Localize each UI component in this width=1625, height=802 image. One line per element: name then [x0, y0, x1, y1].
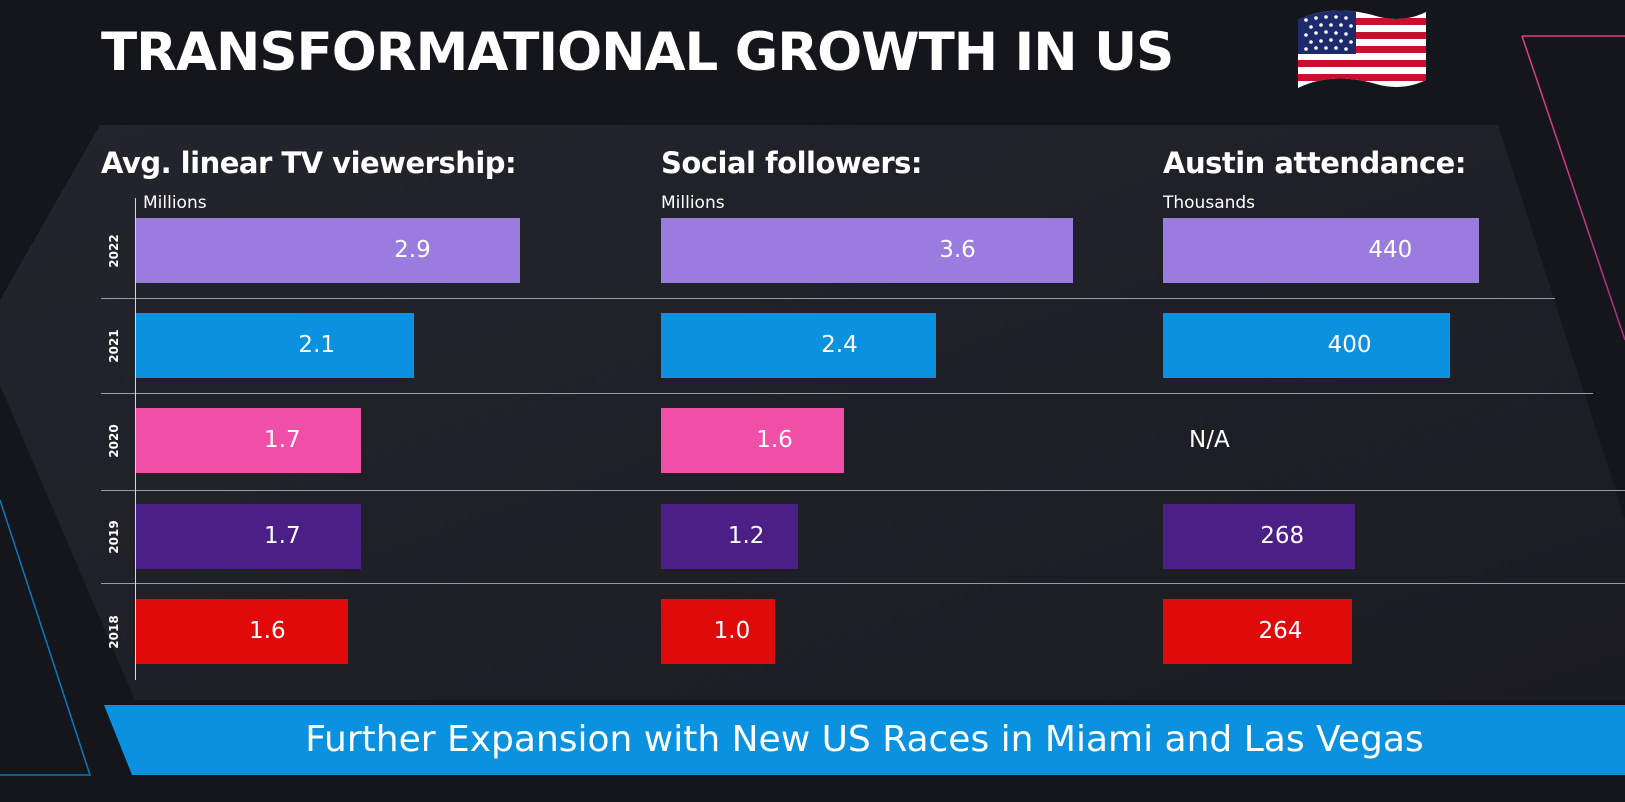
chart-title: Austin attendance: — [1163, 146, 1466, 180]
banner-background — [104, 705, 1625, 775]
bar-value-label: 3.6 — [939, 237, 976, 263]
bar-2019 — [1163, 504, 1356, 569]
bar-2019 — [661, 504, 799, 569]
year-label-text: 2020 — [107, 423, 121, 458]
chart-unit-label: Millions — [661, 193, 725, 213]
bar-value-label: 1.2 — [727, 523, 765, 549]
bar-2022 — [136, 218, 520, 283]
banner-text: Further Expansion with New US Races in M… — [305, 719, 1424, 760]
bar-value-label: 1.7 — [264, 523, 301, 549]
bar-value-label: 1.7 — [264, 427, 301, 453]
chart-unit-label: Thousands — [1163, 193, 1256, 213]
bar-2018 — [136, 599, 348, 664]
row-separator — [101, 583, 1625, 584]
year-label-text: 2021 — [107, 328, 121, 363]
year-label-text: 2018 — [107, 614, 121, 649]
bar-2018 — [1163, 599, 1353, 664]
bar-value-label: 2.4 — [821, 332, 858, 358]
year-label-text: 2019 — [107, 519, 121, 554]
y-axis-line — [135, 198, 136, 680]
bar-2021 — [136, 313, 415, 378]
bar-value-label: 440 — [1368, 237, 1413, 263]
bar-2021 — [1163, 313, 1450, 378]
bar-value-label: 2.9 — [394, 237, 431, 263]
row-separator — [101, 298, 1555, 299]
bar-value-label: 1.0 — [713, 618, 751, 644]
bar-2021 — [661, 313, 936, 378]
chart-unit-label: Millions — [143, 193, 207, 213]
bar-value-label: 2.1 — [298, 332, 336, 358]
bar-value-label: 1.6 — [249, 618, 286, 644]
bar-value-label: N/A — [1189, 427, 1230, 453]
bar-2018 — [661, 599, 776, 664]
bar-2020 — [661, 408, 845, 473]
chart-title: Avg. linear TV viewership: — [101, 146, 517, 180]
blue-accent-line — [0, 499, 92, 776]
bar-2022 — [1163, 218, 1479, 283]
row-separator — [101, 490, 1625, 491]
page-title: TRANSFORMATIONAL GROWTH IN US — [101, 22, 1174, 83]
bar-value-label: 1.6 — [756, 427, 793, 453]
bar-2020 — [136, 408, 362, 473]
bar-value-label: 268 — [1260, 523, 1305, 549]
us-flag-icon — [1298, 10, 1426, 88]
bar-2019 — [136, 504, 362, 569]
chart-title: Social followers: — [661, 146, 923, 180]
pink-accent-diagonal — [1521, 35, 1625, 341]
row-separator — [101, 393, 1593, 394]
bar-value-label: 264 — [1258, 618, 1303, 644]
bar-value-label: 400 — [1327, 332, 1372, 358]
year-label-text: 2022 — [107, 233, 121, 268]
bar-2022 — [661, 218, 1073, 283]
